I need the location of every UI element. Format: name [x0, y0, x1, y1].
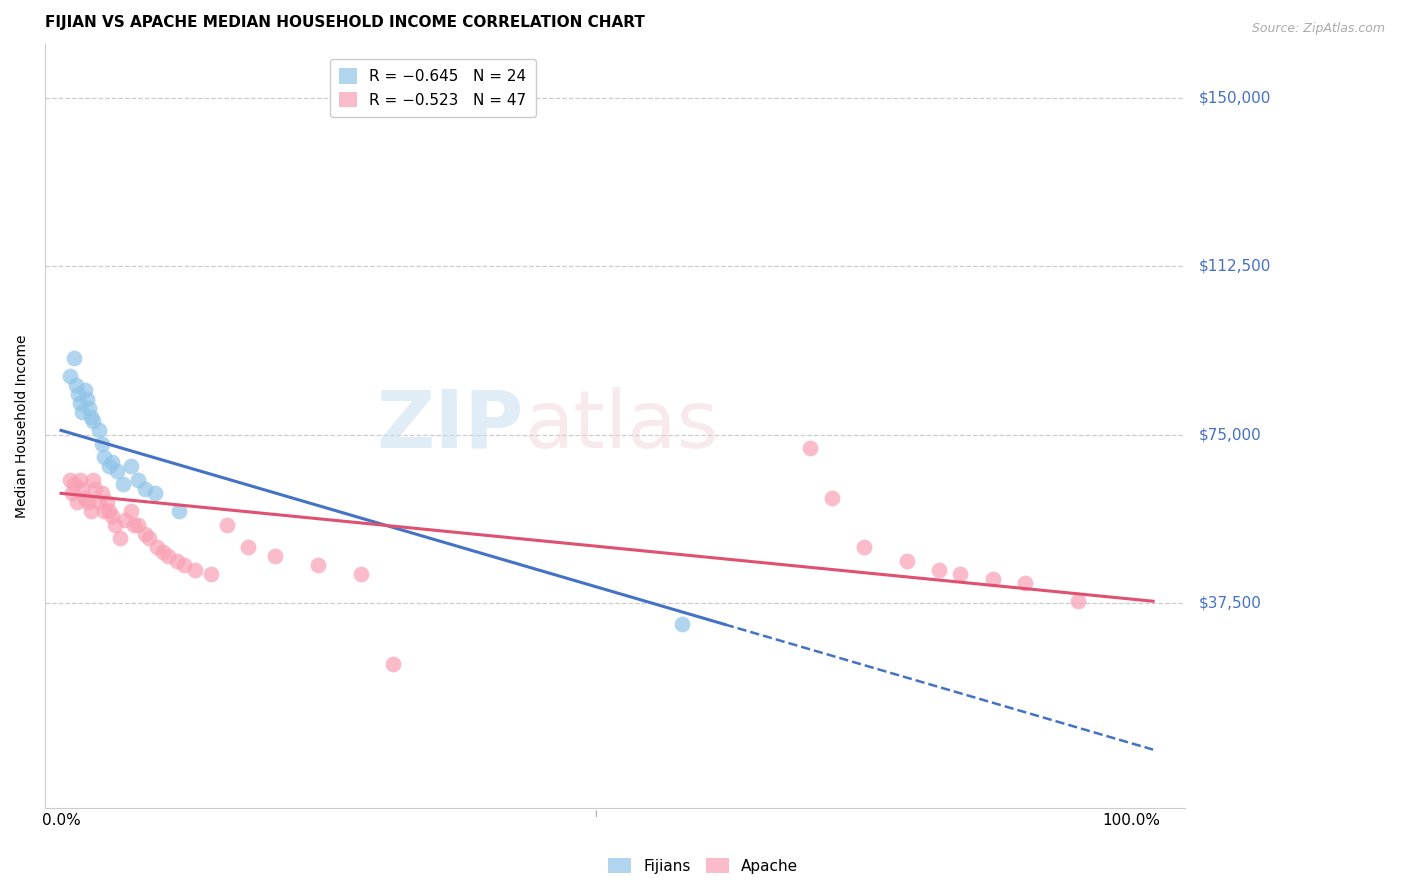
Point: [76, 392, 98, 406]
Text: atlas: atlas: [524, 387, 718, 465]
Point: [73, 491, 96, 505]
Point: [928, 563, 950, 577]
Point: [127, 517, 149, 532]
Point: [84, 482, 107, 496]
Point: [671, 616, 693, 631]
Point: [120, 504, 142, 518]
Point: [127, 473, 149, 487]
Point: [215, 517, 238, 532]
Point: [146, 541, 169, 555]
Point: [184, 563, 207, 577]
Point: [73, 383, 96, 397]
Point: [87, 423, 110, 437]
Point: [63, 351, 86, 366]
Point: [821, 491, 844, 505]
Text: ZIP: ZIP: [377, 387, 524, 465]
Point: [77, 401, 100, 415]
Point: [93, 504, 115, 518]
Point: [114, 513, 136, 527]
Point: [67, 387, 90, 401]
Point: [108, 531, 131, 545]
Point: [238, 541, 260, 555]
Point: [307, 558, 329, 573]
Point: [65, 378, 87, 392]
Point: [981, 572, 1004, 586]
Point: [101, 508, 124, 523]
Point: [101, 455, 124, 469]
Point: [59, 473, 82, 487]
Text: Source: ZipAtlas.com: Source: ZipAtlas.com: [1251, 22, 1385, 36]
Text: $150,000: $150,000: [1199, 90, 1271, 105]
Point: [853, 541, 876, 555]
Point: [1014, 576, 1036, 591]
Point: [82, 473, 104, 487]
Point: [138, 531, 160, 545]
Text: FIJIAN VS APACHE MEDIAN HOUSEHOLD INCOME CORRELATION CHART: FIJIAN VS APACHE MEDIAN HOUSEHOLD INCOME…: [45, 15, 645, 30]
Legend: R = −0.645   N = 24, R = −0.523   N = 47: R = −0.645 N = 24, R = −0.523 N = 47: [329, 59, 536, 117]
Point: [112, 477, 135, 491]
Point: [173, 558, 195, 573]
Point: [72, 482, 94, 496]
Point: [167, 504, 190, 518]
Text: $112,500: $112,500: [1199, 259, 1271, 274]
Point: [120, 459, 142, 474]
Point: [90, 486, 112, 500]
Point: [122, 517, 145, 532]
Text: $37,500: $37,500: [1199, 596, 1263, 611]
Point: [157, 549, 180, 564]
Point: [93, 450, 115, 465]
Point: [69, 473, 91, 487]
Point: [90, 437, 112, 451]
Point: [134, 482, 156, 496]
Point: [87, 495, 110, 509]
Point: [60, 486, 83, 500]
Point: [200, 567, 222, 582]
Point: [799, 442, 821, 456]
Point: [350, 567, 373, 582]
Y-axis label: Median Household Income: Median Household Income: [15, 334, 30, 517]
Point: [152, 545, 174, 559]
Point: [896, 554, 918, 568]
Legend: Fijians, Apache: Fijians, Apache: [602, 852, 804, 880]
Point: [63, 477, 86, 491]
Point: [69, 396, 91, 410]
Point: [1067, 594, 1090, 608]
Point: [59, 369, 82, 384]
Point: [80, 504, 103, 518]
Point: [264, 549, 287, 564]
Point: [72, 405, 94, 419]
Point: [166, 554, 188, 568]
Point: [103, 517, 125, 532]
Point: [143, 486, 166, 500]
Point: [82, 414, 104, 428]
Point: [98, 504, 121, 518]
Point: [80, 409, 103, 424]
Point: [381, 657, 404, 672]
Point: [98, 459, 121, 474]
Point: [105, 464, 128, 478]
Point: [76, 495, 98, 509]
Point: [949, 567, 972, 582]
Point: [96, 495, 118, 509]
Point: [134, 526, 156, 541]
Point: [66, 495, 89, 509]
Text: $75,000: $75,000: [1199, 427, 1261, 442]
